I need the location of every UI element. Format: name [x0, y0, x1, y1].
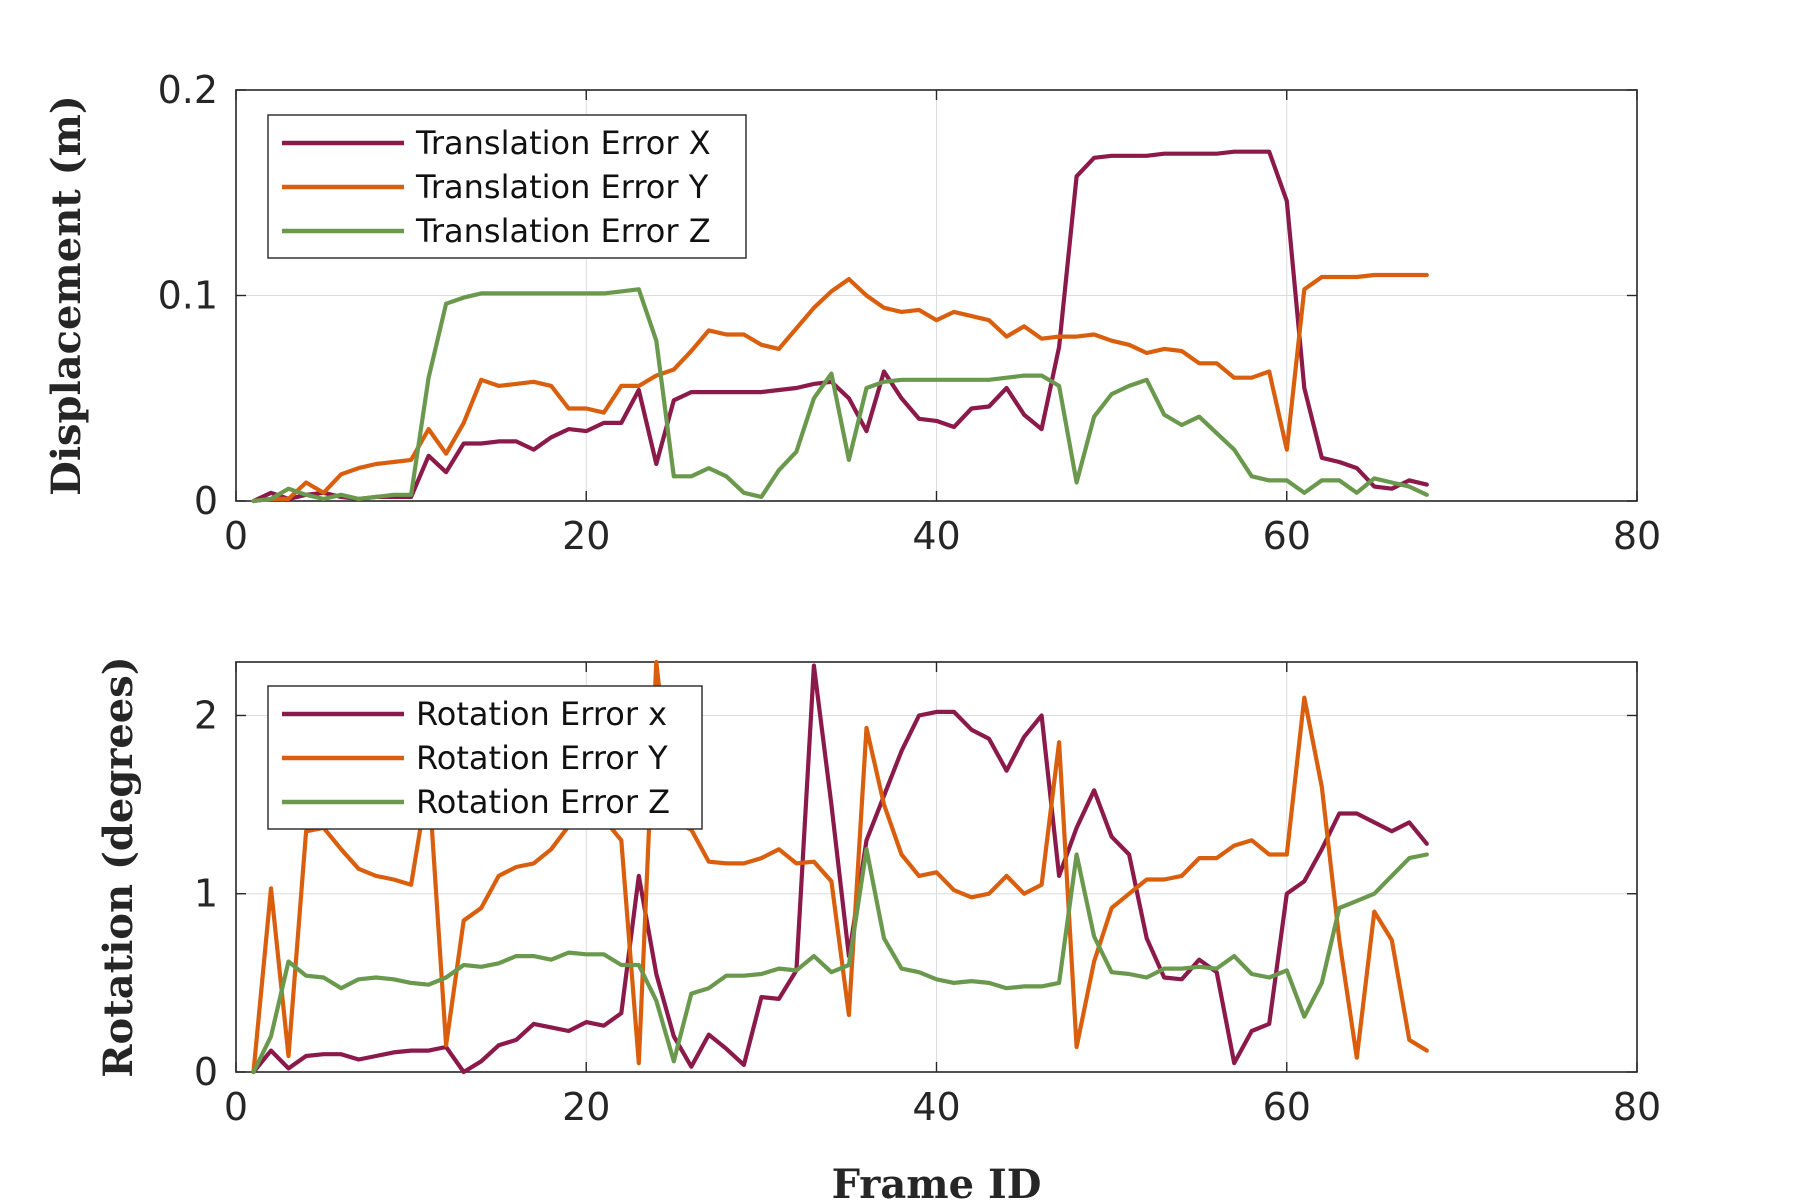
- x-tick-label: 40: [912, 514, 960, 558]
- y-tick-label: 1: [194, 872, 218, 916]
- x-tick-label: 0: [224, 1085, 248, 1129]
- legend-label-translation-error-z: Translation Error Z: [415, 212, 711, 250]
- series-line-translation-error-z: [251, 287, 1429, 504]
- legend: Rotation Error x Rotation Error Y Rotation…: [267, 685, 703, 830]
- y-tick-label: 2: [194, 693, 218, 737]
- series-line-rotation-error-y: [251, 659, 1429, 1075]
- x-tick-label: 20: [562, 514, 610, 558]
- legend-label-rotation-error-x: Rotation Error x: [416, 695, 667, 733]
- series-line-translation-error-y: [251, 272, 1429, 504]
- x-tick-label: 60: [1263, 514, 1311, 558]
- legend: Translation Error X Translation Error Y Tr…: [267, 114, 747, 259]
- legend-label-translation-error-y: Translation Error Y: [415, 168, 709, 206]
- series-line-translation-error-x: [251, 149, 1429, 504]
- legend-label-rotation-error-y: Rotation Error Y: [416, 739, 668, 777]
- legend-label-translation-error-x: Translation Error X: [415, 124, 711, 162]
- x-axis-label: Frame ID: [832, 1161, 1042, 1200]
- legend-box: [267, 114, 747, 259]
- x-tick-label: 60: [1263, 1085, 1311, 1129]
- y-axis-label: Displacement (m): [43, 95, 90, 496]
- series-line-rotation-error-z: [251, 847, 1429, 1075]
- x-tick-label: 80: [1613, 514, 1661, 558]
- y-tick-label: 0.1: [158, 274, 218, 318]
- x-tick-label: 40: [912, 1085, 960, 1129]
- y-tick-label: 0: [194, 479, 218, 523]
- x-tick-label: 0: [224, 514, 248, 558]
- legend-label-rotation-error-z: Rotation Error Z: [416, 783, 670, 821]
- series-line-rotation-error-x: [251, 663, 1429, 1075]
- x-tick-label: 80: [1613, 1085, 1661, 1129]
- y-tick-label: 0: [194, 1050, 218, 1094]
- y-axis-label: Rotation (degrees): [95, 656, 142, 1077]
- y-tick-label: 0.2: [158, 68, 218, 112]
- x-tick-label: 20: [562, 1085, 610, 1129]
